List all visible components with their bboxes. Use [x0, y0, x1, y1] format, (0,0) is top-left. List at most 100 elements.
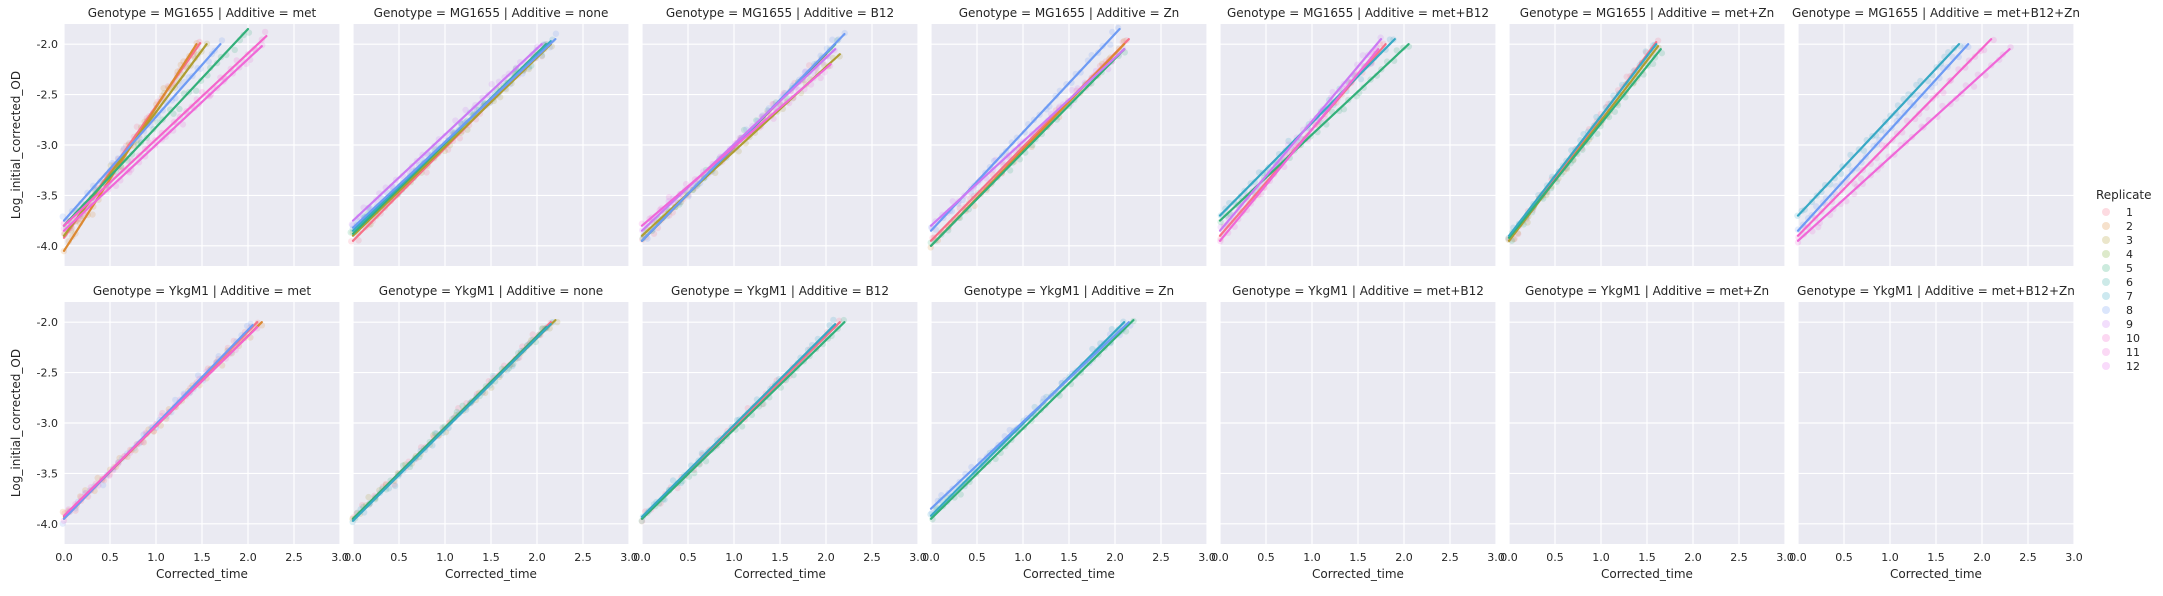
scatter-point	[691, 469, 698, 477]
scatter-point	[1611, 108, 1619, 115]
y-tick-label: -3.5	[37, 467, 58, 480]
facet-panel: Genotype = MG1655 | Additive = met -2.0 -2…	[9, 6, 341, 266]
scatter-point	[1857, 175, 1865, 182]
scatter-point	[840, 316, 848, 324]
scatter-point	[638, 518, 646, 525]
legend-marker	[2102, 236, 2110, 244]
facet-panel: Genotype = MG1655 | Additive = met+Zn	[1505, 6, 1786, 266]
facet-panel: Genotype = MG1655 | Additive = Zn	[927, 6, 1208, 266]
panel-title: Genotype = MG1655 | Additive = Zn	[959, 6, 1180, 20]
y-tick-label: -3.0	[37, 139, 58, 152]
legend-marker	[2102, 362, 2110, 370]
x-axis-label: Corrected_time	[1312, 567, 1404, 581]
regression-line	[929, 48, 1126, 227]
scatter-point	[1393, 47, 1400, 54]
x-tick-label: 0.0	[922, 551, 940, 564]
x-tick-label: 0.5	[101, 551, 119, 564]
scatter-point	[529, 331, 536, 338]
scatter-point	[738, 423, 746, 430]
x-axis-label: Corrected_time	[1023, 567, 1115, 581]
panel-title: Genotype = YkgM1 | Additive = met+B12+Zn	[1797, 284, 2075, 298]
facet-panel: Genotype = YkgM1 | Additive = met+B12+Zn…	[1789, 284, 2083, 581]
scatter-point	[59, 213, 66, 220]
scatter-point	[99, 481, 107, 489]
legend-entry-label: 12	[2126, 360, 2140, 373]
x-axis-label: Corrected_time	[1890, 567, 1982, 581]
regression-line	[351, 326, 548, 520]
scatter-point	[423, 169, 430, 176]
x-tick-label: 1.0	[1014, 551, 1032, 564]
panel-title: Genotype = YkgM1 | Additive = met+Zn	[1525, 284, 1769, 298]
regression-line	[1796, 38, 1993, 237]
regression-line	[1218, 38, 1383, 232]
scatter-point	[1089, 345, 1096, 353]
scatter-point	[669, 477, 677, 484]
facet-panel: Genotype = YkgM1 | Additive = met+B12 0.0…	[1211, 284, 1505, 581]
x-tick-label: 3.0	[2065, 551, 2083, 564]
legend-entry-label: 5	[2126, 262, 2133, 275]
legend-entry-label: 1	[2126, 206, 2133, 219]
regression-line	[1507, 48, 1662, 239]
x-tick-label: 0.0	[55, 551, 73, 564]
panel-title: Genotype = MG1655 | Additive = met	[88, 6, 317, 20]
regression-line	[62, 45, 263, 232]
y-tick-label: -4.0	[37, 518, 58, 531]
x-tick-label: 0.0	[633, 551, 651, 564]
x-tick-label: 2.0	[1973, 551, 1991, 564]
scatter-point	[957, 491, 964, 498]
scatter-point	[1108, 325, 1116, 333]
x-tick-label: 0.5	[968, 551, 986, 564]
legend-entry-label: 6	[2126, 276, 2133, 289]
x-tick-label: 2.0	[1684, 551, 1702, 564]
y-tick-label: -2.0	[37, 38, 58, 51]
x-tick-label: 1.0	[1592, 551, 1610, 564]
panel-title: Genotype = YkgM1 | Additive = B12	[671, 284, 889, 298]
legend-marker	[2102, 264, 2110, 272]
x-tick-label: 2.5	[1152, 551, 1170, 564]
panel-title: Genotype = YkgM1 | Additive = Zn	[964, 284, 1174, 298]
x-tick-label: 1.0	[1303, 551, 1321, 564]
panel-title: Genotype = MG1655 | Additive = met+B12	[1227, 6, 1489, 20]
scatter-point	[1906, 99, 1914, 106]
legend-marker	[2102, 278, 2110, 286]
legend-entry-label: 3	[2126, 234, 2133, 247]
panel-title: Genotype = MG1655 | Additive = met+B12+Z…	[1792, 6, 2080, 20]
facet-panel: Genotype = YkgM1 | Additive = B12 0.0 0.5 1…	[633, 284, 927, 581]
scatter-point	[1222, 205, 1229, 212]
regression-line	[640, 323, 837, 518]
x-tick-label: 2.5	[1730, 551, 1748, 564]
scatter-point	[218, 37, 226, 44]
regression-line	[640, 32, 846, 242]
x-tick-label: 3.0	[331, 551, 349, 564]
scatter-point	[1851, 180, 1858, 187]
x-tick-label: 0.5	[390, 551, 408, 564]
scatter-point	[160, 84, 167, 92]
x-axis-label: Corrected_time	[734, 567, 826, 581]
x-tick-label: 1.5	[1349, 551, 1367, 564]
regression-line	[1796, 48, 2011, 242]
x-tick-label: 2.5	[285, 551, 303, 564]
scatter-point	[133, 123, 141, 130]
regression-line	[1796, 43, 1961, 217]
scatter-point	[1359, 52, 1367, 59]
legend-marker	[2102, 222, 2110, 230]
x-tick-label: 0.5	[679, 551, 697, 564]
legend-title: Replicate	[2096, 188, 2152, 202]
legend-entry-label: 4	[2126, 248, 2133, 261]
legend-marker	[2102, 348, 2110, 356]
scatter-point	[1990, 36, 1997, 44]
x-tick-label: 0.5	[1835, 551, 1853, 564]
facet-panel: Genotype = MG1655 | Additive = met+B12+Z…	[1792, 6, 2080, 266]
scatter-point	[1068, 86, 1075, 94]
scatter-point	[830, 316, 837, 324]
scatter-point	[365, 493, 372, 501]
x-tick-label: 3.0	[909, 551, 927, 564]
scatter-point	[391, 482, 399, 490]
x-tick-label: 2.0	[1106, 551, 1124, 564]
scatter-point	[488, 81, 495, 88]
legend-marker	[2102, 292, 2110, 300]
panel-title: Genotype = YkgM1 | Additive = none	[379, 284, 603, 298]
scatter-point	[59, 508, 67, 516]
scatter-point	[949, 198, 956, 205]
x-axis-label: Corrected_time	[445, 567, 537, 581]
